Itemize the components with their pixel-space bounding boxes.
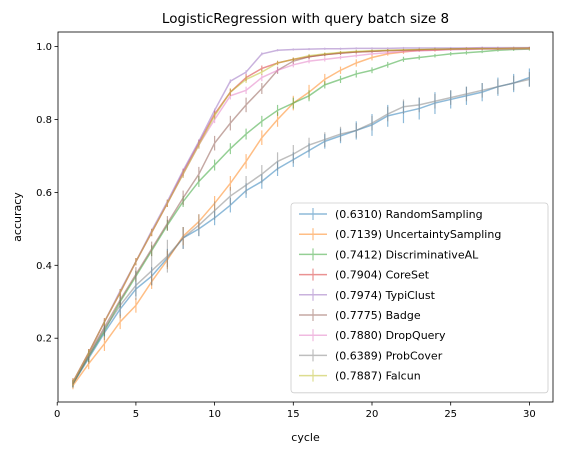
legend-item: (0.7139) UncertaintySampling <box>299 228 501 241</box>
legend-swatch <box>299 248 327 261</box>
legend-item: (0.7887) Falcun <box>299 369 421 383</box>
chart-title: LogisticRegression with query batch size… <box>162 11 449 27</box>
x-tick-label: 10 <box>208 409 221 420</box>
x-tick-label: 20 <box>366 409 379 420</box>
y-tick-label: 0.4 <box>36 261 52 272</box>
y-tick-label: 0.6 <box>36 188 52 199</box>
axes-frame <box>57 31 554 403</box>
x-tick-label: 30 <box>523 409 536 420</box>
legend-item: (0.6389) ProbCover <box>299 349 443 362</box>
legend-label: (0.7775) Badge <box>335 309 421 322</box>
legend-swatch <box>299 268 327 281</box>
y-tick-label: 0.2 <box>36 334 52 345</box>
legend-label: (0.7412) DiscriminativeAL <box>335 248 479 261</box>
legend-item: (0.7412) DiscriminativeAL <box>299 248 479 261</box>
legend-item: (0.6310) RandomSampling <box>299 208 483 221</box>
x-axis-label: cycle <box>291 431 320 444</box>
legend-label: (0.6389) ProbCover <box>335 349 443 362</box>
y-axis-label: accuracy <box>11 192 24 242</box>
legend-swatch <box>299 329 327 342</box>
legend-swatch <box>299 369 327 382</box>
legend-swatch <box>299 309 327 321</box>
series-line <box>72 76 530 385</box>
x-tick-label: 0 <box>54 409 60 420</box>
series-line <box>72 48 530 385</box>
series-line <box>72 78 530 385</box>
x-tick-label: 25 <box>444 409 457 420</box>
series-7 <box>72 72 530 388</box>
legend-label: (0.6310) RandomSampling <box>335 208 483 221</box>
plot-area <box>72 46 530 390</box>
x-axis: 0 5 10 15 20 25 30 <box>54 402 536 420</box>
legend-item: (0.7974) TypiClust <box>299 288 436 302</box>
legend-item: (0.7880) DropQuery <box>299 329 446 342</box>
legend-item: (0.7904) CoreSet <box>299 268 430 282</box>
y-tick-label: 1.0 <box>36 42 52 53</box>
legend-swatch <box>299 208 327 220</box>
legend-item: (0.7775) Badge <box>299 309 421 322</box>
legend-box <box>290 202 549 394</box>
legend-swatch <box>299 228 327 241</box>
y-axis: 0.2 0.4 0.6 0.8 1.0 <box>36 42 58 345</box>
series-8 <box>72 47 530 386</box>
legend-label: (0.7139) UncertaintySampling <box>335 228 501 241</box>
legend: (0.6310) RandomSampling (0.7139) Uncertai… <box>290 202 549 394</box>
x-tick-label: 5 <box>133 409 139 420</box>
legend-swatch <box>299 288 327 301</box>
series-line <box>72 47 530 383</box>
legend-label: (0.7880) DropQuery <box>335 329 446 342</box>
x-tick-label: 15 <box>287 409 300 420</box>
legend-label: (0.7887) Falcun <box>335 370 421 383</box>
y-tick-label: 0.8 <box>36 115 52 126</box>
legend-swatch <box>299 349 327 362</box>
legend-label: (0.7904) CoreSet <box>335 269 430 282</box>
legend-label: (0.7974) TypiClust <box>335 289 436 302</box>
